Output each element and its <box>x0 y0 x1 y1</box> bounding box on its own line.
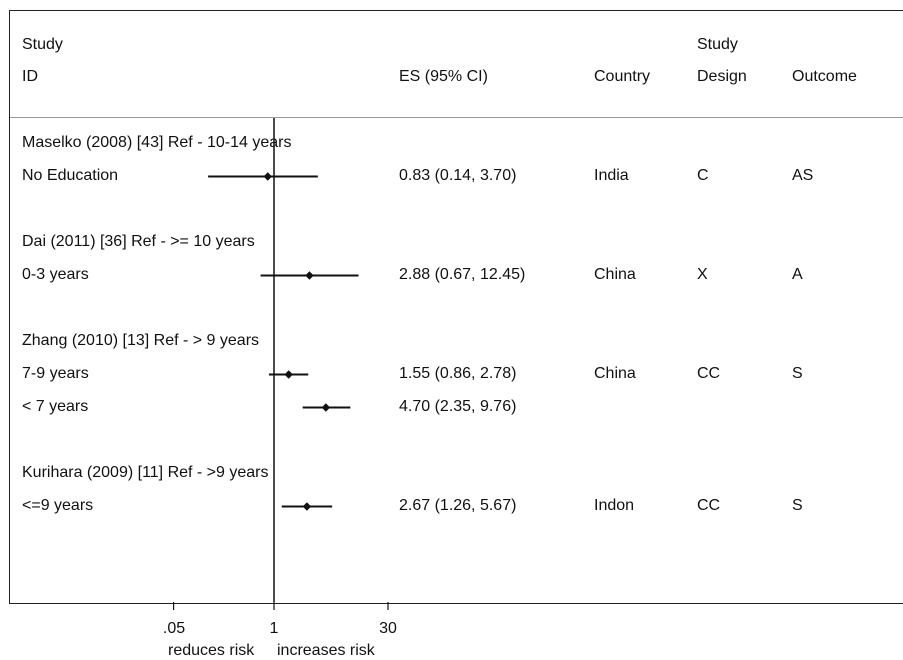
axis-note-left: reduces risk <box>168 642 255 659</box>
header-separator <box>10 117 903 118</box>
country-cell: China <box>594 365 636 382</box>
point-estimate-marker <box>263 172 272 181</box>
design-cell: C <box>697 167 709 184</box>
estimate-ci-text: 1.55 (0.86, 2.78) <box>399 365 517 382</box>
estimate-ci-text: 4.70 (2.35, 9.76) <box>399 398 517 415</box>
x-tick-label: 1 <box>269 620 279 637</box>
estimate-label: 7-9 years <box>22 365 89 382</box>
estimate-ci-text: 2.67 (1.26, 5.67) <box>399 497 517 514</box>
estimate-label: < 7 years <box>22 398 89 415</box>
header-design-line1: Study <box>697 36 738 53</box>
study-group-label: Zhang (2010) [13] Ref - > 9 years <box>22 332 260 349</box>
study-group-label: Kurihara (2009) [11] Ref - >9 years <box>22 464 269 481</box>
outcome-cell: AS <box>792 167 814 184</box>
estimate-label: 0-3 years <box>22 266 89 283</box>
x-tick-label: .05 <box>162 620 186 637</box>
x-tick-label: 30 <box>379 620 397 637</box>
design-cell: CC <box>697 365 721 382</box>
point-estimate-marker <box>305 271 314 280</box>
outcome-cell: S <box>792 365 803 382</box>
estimate-label: <=9 years <box>22 497 94 514</box>
header-design-line2: Design <box>697 68 747 85</box>
country-cell: Indon <box>594 497 635 514</box>
design-cell: CC <box>697 497 721 514</box>
design-cell: X <box>697 266 708 283</box>
estimate-ci-text: 2.88 (0.67, 12.45) <box>399 266 526 283</box>
study-group-label: Maselko (2008) [43] Ref - 10-14 years <box>22 134 292 151</box>
outcome-cell: S <box>792 497 803 514</box>
estimate-label: No Education <box>22 167 119 184</box>
country-cell: India <box>594 167 629 184</box>
point-estimate-marker <box>302 502 312 511</box>
header-outcome: Outcome <box>792 68 857 85</box>
plot-frame <box>9 10 903 604</box>
estimate-ci-text: 0.83 (0.14, 3.70) <box>399 167 517 184</box>
header-id: ID <box>22 68 38 85</box>
axis-note-right: increases risk <box>277 642 375 659</box>
outcome-cell: A <box>792 266 803 283</box>
study-group-label: Dai (2011) [36] Ref - >= 10 years <box>22 233 255 250</box>
point-estimate-marker <box>321 403 331 412</box>
header-country: Country <box>594 68 651 85</box>
country-cell: China <box>594 266 636 283</box>
point-estimate-marker <box>284 370 293 379</box>
header-es: ES (95% CI) <box>399 68 488 85</box>
header-study: Study <box>22 36 63 53</box>
